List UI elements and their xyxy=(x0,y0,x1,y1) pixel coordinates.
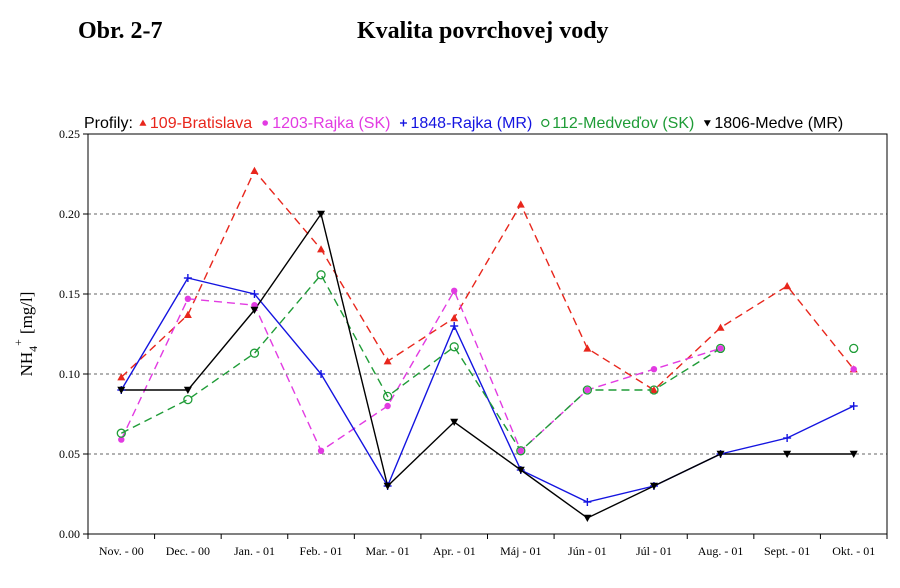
plot-frame xyxy=(87,133,888,535)
data-point xyxy=(117,373,126,381)
figure-label: Obr. 2-7 xyxy=(78,18,163,44)
y-axis-label: NH4+ [mg/l] xyxy=(11,292,40,377)
x-tick-label: Aug. - 01 xyxy=(698,544,744,558)
y-tick-label: 0.15 xyxy=(59,287,80,301)
figure-title: Kvalita povrchovej vody xyxy=(357,18,609,44)
x-tick-label: Jún - 01 xyxy=(568,544,607,558)
data-point xyxy=(249,348,260,358)
data-point xyxy=(184,295,192,302)
data-point xyxy=(450,322,459,330)
data-point xyxy=(117,386,126,394)
legend-marker xyxy=(703,120,711,127)
data-point xyxy=(716,323,725,331)
x-tick-label: Nov. - 00 xyxy=(99,544,144,558)
data-point xyxy=(583,344,592,352)
data-point xyxy=(383,357,392,365)
data-point xyxy=(649,482,658,490)
data-point xyxy=(584,386,591,394)
x-tick-label: Dec. - 00 xyxy=(166,544,210,558)
x-axis-ticks: Nov. - 00 Dec. - 00 Jan. - 01 Feb. - 01 Mar.… xyxy=(87,534,888,558)
series-line xyxy=(120,169,855,391)
series-line xyxy=(120,289,721,452)
legend-marker xyxy=(541,118,550,128)
x-tick-label: Sept. - 01 xyxy=(764,544,810,558)
data-point xyxy=(649,386,658,394)
data-point xyxy=(516,446,526,456)
data-point xyxy=(250,306,259,314)
y-axis-label-sup: + xyxy=(11,339,25,346)
y-tick-label: 0.25 xyxy=(59,127,80,141)
series-line xyxy=(121,212,854,519)
data-point xyxy=(250,290,259,298)
data-point xyxy=(517,447,524,454)
x-tick-label: Júl - 01 xyxy=(636,544,672,558)
y-axis-label-main: NH xyxy=(17,352,36,377)
x-tick-label: Máj - 01 xyxy=(500,544,541,558)
data-point xyxy=(783,434,792,442)
x-tick-label: Jan. - 01 xyxy=(234,544,275,558)
series-line xyxy=(120,277,855,503)
data-point xyxy=(451,287,458,294)
data-point xyxy=(783,282,792,290)
data-point xyxy=(849,450,858,458)
legend-marker xyxy=(399,119,407,127)
legend: Profily: 109-Bratislava 1203-Rajka (SK) 184… xyxy=(84,115,843,132)
data-point xyxy=(650,366,658,373)
legend-label: 1203-Rajka (SK) xyxy=(272,115,390,132)
legend-marker xyxy=(139,119,147,126)
data-point xyxy=(183,394,193,405)
data-point xyxy=(383,482,392,490)
y-tick-label: 0.00 xyxy=(59,527,80,541)
data-point xyxy=(583,514,592,522)
data-point xyxy=(849,402,858,410)
data-point xyxy=(250,166,259,174)
y-tick-label: 0.05 xyxy=(59,447,80,461)
x-tick-label: Okt. - 01 xyxy=(832,544,875,558)
data-point xyxy=(516,466,525,474)
data-point xyxy=(316,270,326,280)
data-point xyxy=(516,200,525,208)
data-point xyxy=(450,418,459,426)
data-point xyxy=(317,245,326,253)
data-point xyxy=(118,436,125,443)
series-markers xyxy=(116,166,859,522)
legend-label: 1806-Medve (MR) xyxy=(714,115,843,132)
x-tick-label: Apr. - 01 xyxy=(433,544,476,558)
y-axis-ticks: 0.00 0.05 0.10 0.15 0.20 0.25 xyxy=(59,127,88,541)
x-tick-label: Mar. - 01 xyxy=(365,544,409,558)
data-point xyxy=(783,450,792,458)
data-point xyxy=(449,342,459,352)
legend-label: 1848-Rajka (MR) xyxy=(410,115,532,132)
y-axis-label-unit: [mg/l] xyxy=(17,292,36,335)
data-point xyxy=(582,385,593,395)
data-point xyxy=(450,314,459,322)
data-point xyxy=(715,343,726,354)
data-point xyxy=(717,345,724,352)
data-point xyxy=(317,370,326,378)
data-point xyxy=(382,391,393,402)
data-point xyxy=(183,386,192,394)
grid-lines xyxy=(88,213,887,455)
legend-marker xyxy=(262,120,268,126)
data-point xyxy=(849,343,859,354)
data-point xyxy=(583,498,592,506)
y-axis-label-sub: 4 xyxy=(26,346,40,352)
data-point xyxy=(317,447,325,454)
legend-label: 112-Medveďov (SK) xyxy=(552,115,694,132)
y-tick-label: 0.10 xyxy=(59,367,80,381)
data-point xyxy=(116,428,126,438)
data-point xyxy=(317,210,326,218)
data-point xyxy=(649,385,659,395)
data-point xyxy=(384,402,391,410)
data-point xyxy=(850,366,857,373)
series-lines xyxy=(120,169,855,519)
data-point xyxy=(183,310,192,318)
legend-prefix: Profily: xyxy=(84,115,133,132)
data-point xyxy=(183,274,192,282)
data-point xyxy=(716,450,725,458)
y-tick-label: 0.20 xyxy=(59,207,80,221)
legend-label: 109-Bratislava xyxy=(150,115,252,132)
x-tick-label: Feb. - 01 xyxy=(300,544,343,558)
